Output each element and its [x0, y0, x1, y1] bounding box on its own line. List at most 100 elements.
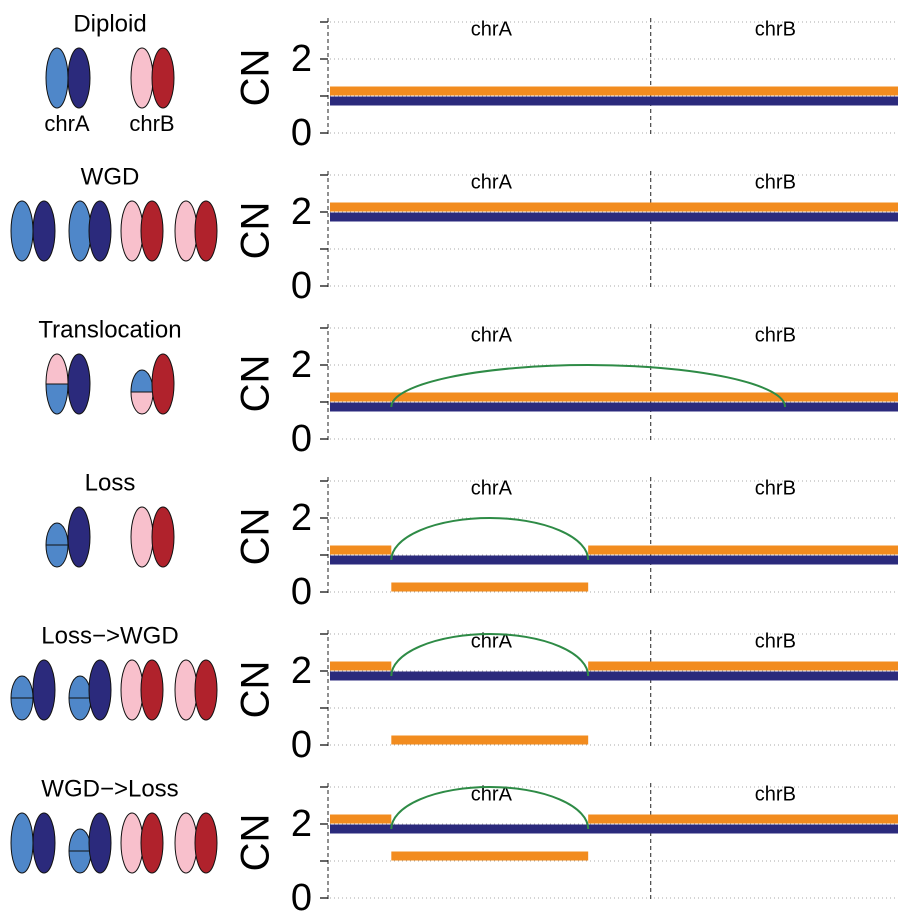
- chromosome-name: chrB: [755, 477, 796, 499]
- y-tick-label: 0: [291, 724, 312, 766]
- chromosome-icon: [45, 383, 69, 415]
- panel: Translocation CN 0 2 chrA chrB: [38, 316, 898, 460]
- cn-segment: [330, 671, 898, 681]
- panel-title: WGD−>Loss: [41, 775, 178, 802]
- chromosome-name: chrB: [755, 18, 796, 40]
- chromosome-icon: [151, 353, 175, 415]
- chromosome-icon: [68, 200, 92, 262]
- cn-segment: [330, 96, 898, 106]
- chromosome-icon: [130, 506, 154, 568]
- chromosome-name: chrA: [471, 324, 513, 346]
- y-axis-label: CN: [234, 355, 278, 413]
- cn-segment: [330, 555, 898, 565]
- panel: Loss CN 0 2 chrA chrB: [45, 469, 898, 613]
- cn-segment: [391, 851, 589, 861]
- cn-segment: [330, 212, 898, 222]
- chromosome-icon: [140, 659, 164, 721]
- chromosome-name: chrA: [471, 171, 513, 193]
- y-tick-label: 0: [291, 265, 312, 307]
- cn-segment: [330, 202, 898, 212]
- y-tick-label: 0: [291, 877, 312, 915]
- chromosome-icon: [120, 659, 144, 721]
- chromosome-icon: [45, 353, 69, 385]
- y-tick-label: 2: [291, 344, 312, 386]
- panel-title: WGD: [81, 163, 140, 190]
- chromosome-label: chrA: [44, 111, 90, 136]
- chromosome-icon: [88, 812, 112, 874]
- cn-segment: [588, 661, 898, 671]
- chromosome-icon: [151, 506, 175, 568]
- cn-segment: [330, 824, 898, 834]
- chromosome-icon: [194, 659, 218, 721]
- y-tick-label: 2: [291, 650, 312, 692]
- chromosome-icon: [45, 47, 69, 109]
- panel-title: Loss: [85, 469, 136, 496]
- sv-arc: [390, 517, 590, 561]
- chromosome-icon: [88, 200, 112, 262]
- chromosome-name: chrB: [755, 783, 796, 805]
- sv-arc: [390, 633, 590, 677]
- cn-segment: [330, 661, 392, 671]
- chromosome-icon: [32, 659, 56, 721]
- chromosome-icon: [174, 659, 198, 721]
- panel: WGD CN 0 2 chrA chrB: [10, 163, 898, 307]
- y-axis-label: CN: [234, 814, 278, 872]
- y-tick-label: 0: [291, 112, 312, 154]
- chromosome-icon: [10, 812, 34, 874]
- cn-segment: [330, 392, 898, 402]
- y-tick-label: 0: [291, 571, 312, 613]
- chromosome-name: chrB: [755, 171, 796, 193]
- y-axis-label: CN: [234, 49, 278, 107]
- panel-title: Translocation: [38, 316, 181, 343]
- cn-segment: [330, 545, 392, 555]
- cn-segment: [391, 735, 589, 745]
- y-tick-label: 2: [291, 38, 312, 80]
- chromosome-name: chrB: [755, 630, 796, 652]
- chromosome-icon: [140, 200, 164, 262]
- chromosome-label: chrB: [129, 111, 174, 136]
- chromosome-icon: [130, 369, 154, 393]
- chromosome-icon: [120, 200, 144, 262]
- chromosome-icon: [67, 353, 91, 415]
- panel: WGD−>Loss CN 0 2 chrA chrB: [10, 775, 898, 915]
- chromosome-icon: [67, 506, 91, 568]
- chromosome-icon: [32, 200, 56, 262]
- chromosome-icon: [174, 200, 198, 262]
- sv-arc: [390, 364, 787, 408]
- y-tick-label: 0: [291, 418, 312, 460]
- y-axis-label: CN: [234, 661, 278, 719]
- chromosome-name: chrA: [471, 630, 513, 652]
- chromosome-icon: [67, 47, 91, 109]
- chromosome-icon: [120, 812, 144, 874]
- chromosome-icon: [174, 812, 198, 874]
- panel-title: Diploid: [73, 10, 146, 37]
- cn-segment: [588, 545, 898, 555]
- y-axis-label: CN: [234, 508, 278, 566]
- chromosome-name: chrA: [471, 18, 513, 40]
- chromosome-icon: [10, 200, 34, 262]
- y-tick-label: 2: [291, 803, 312, 845]
- chromosome-name: chrA: [471, 477, 513, 499]
- chromosome-icon: [88, 659, 112, 721]
- chromosome-icon: [194, 812, 218, 874]
- y-axis-label: CN: [234, 202, 278, 260]
- sv-arc: [390, 786, 590, 830]
- y-tick-label: 2: [291, 497, 312, 539]
- chromosome-icon: [130, 391, 154, 415]
- chromosome-icon: [130, 47, 154, 109]
- cn-segment: [330, 402, 898, 412]
- chromosome-icon: [140, 812, 164, 874]
- panel-title: Loss−>WGD: [41, 622, 178, 649]
- chromosome-icon: [151, 47, 175, 109]
- cn-segment: [391, 582, 589, 592]
- cn-segment: [588, 814, 898, 824]
- chromosome-name: chrA: [471, 783, 513, 805]
- cn-segment: [330, 86, 898, 96]
- cn-segment: [330, 814, 392, 824]
- chromosome-icon: [194, 200, 218, 262]
- panel: Diploid chrA chrB CN 0 2 chrA chrB: [44, 10, 898, 154]
- chromosome-icon: [32, 812, 56, 874]
- chromosome-name: chrB: [755, 324, 796, 346]
